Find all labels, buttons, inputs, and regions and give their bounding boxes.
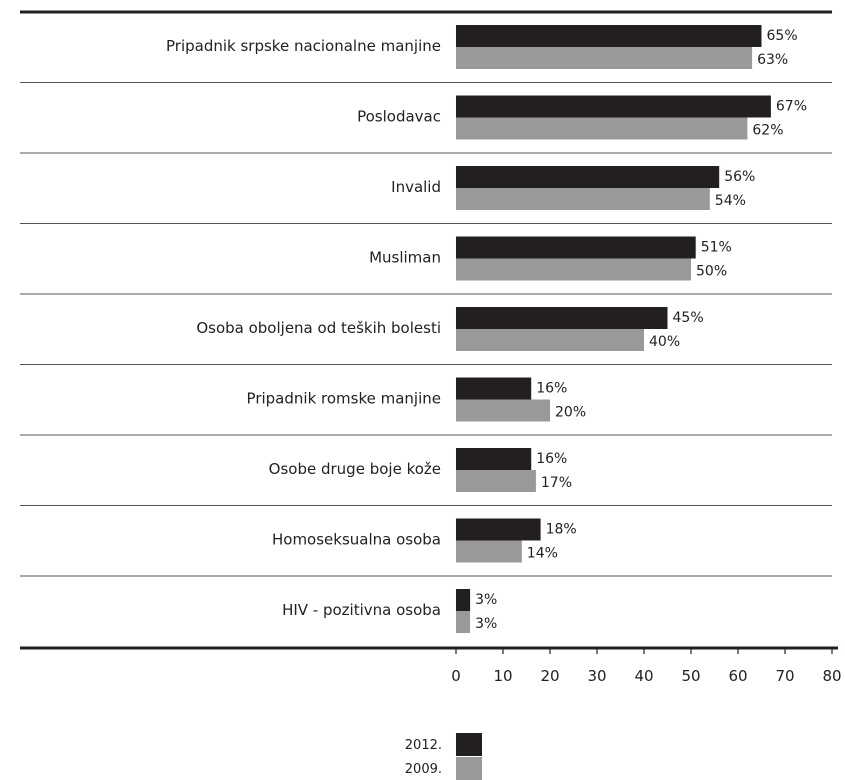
bar-2012 — [456, 25, 762, 47]
bar-2009 — [456, 540, 522, 563]
value-label-2009: 3% — [475, 616, 497, 632]
legend: 2012. 2009. — [405, 733, 482, 780]
category-label: Osoba oboljena od teških bolesti — [196, 319, 441, 337]
bar-2009 — [456, 188, 710, 210]
value-label-2012: 3% — [475, 592, 497, 608]
legend-swatch-2012 — [456, 733, 482, 756]
category-label: Osobe druge boje kože — [269, 460, 441, 478]
bar-2012 — [456, 377, 532, 400]
legend-label-2012: 2012. — [405, 738, 442, 753]
value-label-2009: 40% — [649, 334, 680, 350]
x-tick-label: 50 — [681, 667, 700, 685]
legend-swatch-2009 — [456, 757, 482, 780]
value-label-2012: 65% — [767, 28, 798, 44]
bar-2009 — [456, 47, 753, 69]
x-axis: 0 10 20 30 40 50 60 70 80 — [20, 646, 842, 685]
value-label-2012: 16% — [536, 381, 567, 397]
legend-label-2009: 2009. — [405, 762, 442, 777]
bar-2012 — [456, 518, 541, 541]
value-label-2009: 20% — [555, 405, 586, 421]
value-label-2012: 56% — [724, 169, 755, 185]
x-tick-label: 20 — [540, 667, 559, 685]
x-tick-label: 30 — [587, 667, 606, 685]
bar-2012 — [456, 448, 532, 470]
value-label-2012: 67% — [776, 99, 807, 115]
x-tick-label: 10 — [493, 667, 512, 685]
bar-2012 — [456, 95, 771, 118]
bar-2012 — [456, 307, 668, 329]
value-label-2009: 17% — [541, 475, 572, 491]
value-label-2009: 54% — [715, 193, 746, 209]
value-label-2012: 18% — [546, 522, 577, 538]
category-label: Pripadnik romske manjine — [247, 390, 441, 408]
x-tick-label: 80 — [822, 667, 841, 685]
value-label-2009: 50% — [696, 264, 727, 280]
bar-2009 — [456, 399, 550, 422]
value-label-2009: 62% — [752, 123, 783, 139]
bar-2009 — [456, 258, 691, 281]
category-label: Pripadnik srpske nacionalne manjine — [166, 37, 441, 55]
category-labels: Pripadnik srpske nacionalne manjine Poslo… — [166, 37, 441, 619]
value-labels: 65% 63% 67% 62% 56% 54% 51% 50% 45% 40% 16% 20% 16% 1… — [475, 28, 807, 632]
x-tick-label: 70 — [775, 667, 794, 685]
value-label-2009: 63% — [757, 52, 788, 68]
category-label: HIV - pozitivna osoba — [282, 601, 441, 619]
value-label-2012: 16% — [536, 451, 567, 467]
value-label-2009: 14% — [527, 546, 558, 562]
x-tick-label: 40 — [634, 667, 653, 685]
bar-2012 — [456, 236, 696, 259]
category-label: Homoseksualna osoba — [272, 531, 441, 549]
bars — [456, 25, 771, 633]
x-tick-label: 60 — [728, 667, 747, 685]
value-label-2012: 45% — [673, 310, 704, 326]
chart-frame — [20, 10, 832, 577]
bar-2009 — [456, 329, 644, 351]
category-label: Musliman — [369, 249, 441, 267]
bar-2009 — [456, 470, 536, 492]
value-label-2012: 51% — [701, 240, 732, 256]
x-tick-label: 0 — [451, 667, 461, 685]
category-label: Poslodavac — [357, 108, 441, 126]
bar-2009 — [456, 611, 471, 633]
bar-2012 — [456, 589, 471, 611]
bar-2009 — [456, 117, 748, 140]
category-label: Invalid — [391, 178, 441, 196]
bar-2012 — [456, 166, 720, 188]
